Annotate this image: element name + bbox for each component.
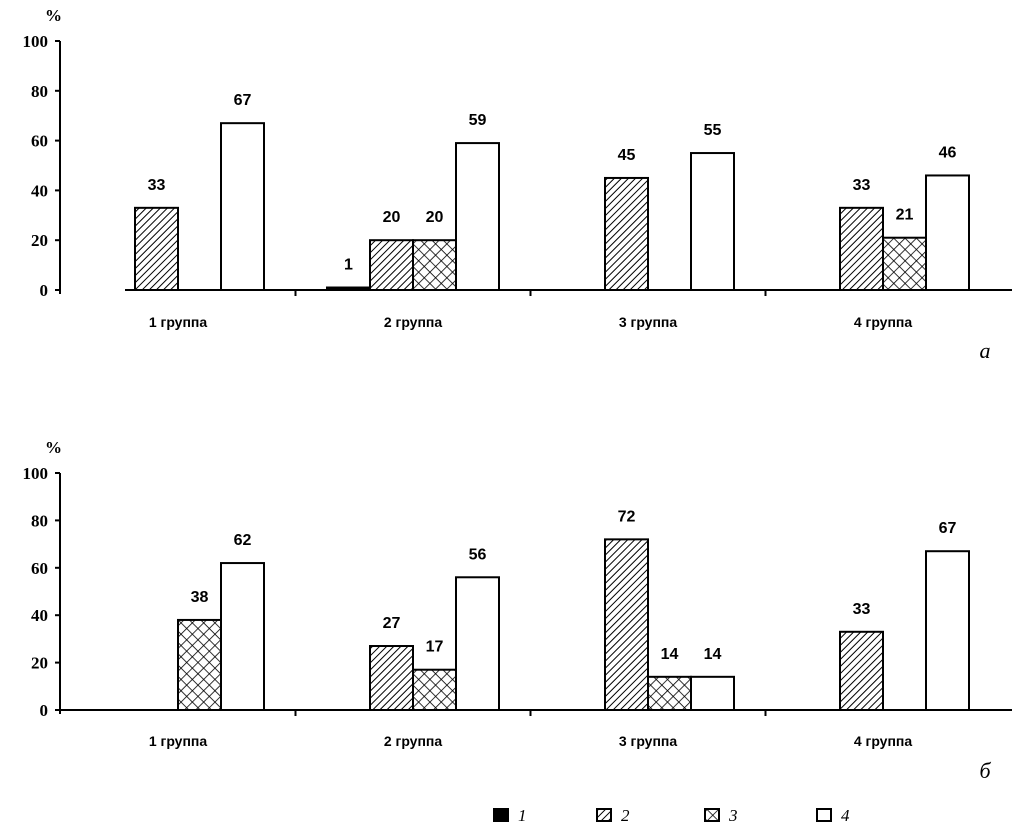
data-label: 27 [383, 615, 401, 632]
bar-series-3 [647, 675, 692, 712]
panel-label: а [980, 338, 991, 363]
data-label: 1 [344, 257, 353, 274]
bar-series-2 [134, 206, 179, 291]
legend-label: 4 [841, 806, 850, 825]
y-tick-label: 100 [23, 464, 49, 483]
bar-series-2 [839, 630, 884, 711]
bar-series-3 [177, 618, 222, 711]
legend-label: 3 [728, 806, 738, 825]
x-category-label: 1 группа [149, 314, 208, 330]
data-label: 72 [618, 508, 636, 525]
y-tick-label: 20 [31, 654, 48, 673]
legend-label: 2 [621, 806, 630, 825]
x-category-label: 4 группа [854, 314, 913, 330]
bar-series-3 [412, 239, 457, 291]
y-tick-label: 80 [31, 511, 48, 530]
y-tick-label: 0 [40, 281, 49, 300]
x-category-label: 1 группа [149, 733, 208, 749]
data-label: 33 [148, 177, 166, 194]
data-label: 67 [234, 92, 252, 109]
y-tick-label: 60 [31, 132, 48, 151]
chart-panel-1: % 0 20 40 60 80 100 1 группа 33 67 2 группа 1 20 20 59… [23, 6, 1012, 363]
x-category-label: 3 группа [619, 314, 678, 330]
y-tick-label: 80 [31, 82, 48, 101]
data-label: 38 [191, 589, 209, 606]
bar-series-4 [220, 122, 265, 291]
bar-series-2 [604, 538, 649, 711]
chart-panel-2: % 0 20 40 60 80 100 1 группа 38 62 2 группа 27 17 56 3… [23, 438, 1012, 783]
panel-label: б [979, 758, 991, 783]
legend-swatch-2 [596, 808, 612, 822]
data-label: 20 [383, 209, 401, 226]
y-axis-unit: % [45, 6, 62, 25]
bar-series-4 [690, 675, 735, 712]
y-tick-label: 40 [31, 181, 48, 200]
data-label: 17 [426, 639, 444, 656]
data-label: 56 [469, 546, 487, 563]
bar-series-2 [604, 176, 649, 291]
data-label: 55 [704, 122, 722, 139]
data-label: 20 [426, 209, 444, 226]
bar-series-4 [690, 152, 735, 291]
x-category-label: 3 группа [619, 733, 678, 749]
bar-series-3 [882, 236, 927, 292]
y-tick-label: 0 [40, 701, 49, 720]
legend: 1 2 3 4 [493, 806, 850, 825]
legend-label: 1 [518, 806, 527, 825]
y-tick-label: 100 [23, 32, 49, 51]
y-tick-label: 20 [31, 231, 48, 250]
bar-series-2 [369, 239, 414, 291]
bar-series-4 [925, 550, 970, 712]
bar-series-4 [925, 174, 970, 292]
y-tick-label: 40 [31, 606, 48, 625]
data-label: 21 [896, 207, 914, 224]
data-label: 59 [469, 112, 487, 129]
bar-series-4 [455, 142, 500, 291]
x-category-label: 2 группа [384, 314, 443, 330]
bar-series-4 [455, 576, 500, 712]
data-label: 46 [939, 144, 957, 161]
data-label: 45 [618, 147, 636, 164]
y-tick-label: 60 [31, 559, 48, 578]
bar-series-4 [220, 562, 265, 711]
x-category-label: 2 группа [384, 733, 443, 749]
bar-series-2 [369, 645, 414, 712]
legend-swatch-3 [704, 808, 720, 822]
data-label: 67 [939, 520, 957, 537]
x-category-label: 4 группа [854, 733, 913, 749]
legend-swatch-4 [816, 808, 832, 822]
bar-series-3 [412, 668, 457, 712]
data-label: 33 [853, 177, 871, 194]
bar-series-2 [839, 206, 884, 291]
data-label: 33 [853, 601, 871, 618]
data-label: 14 [661, 646, 679, 663]
legend-swatch-1 [493, 808, 509, 822]
bar-series-1 [326, 286, 371, 292]
data-label: 14 [704, 646, 722, 663]
y-axis-unit: % [45, 438, 62, 457]
data-label: 62 [234, 532, 252, 549]
